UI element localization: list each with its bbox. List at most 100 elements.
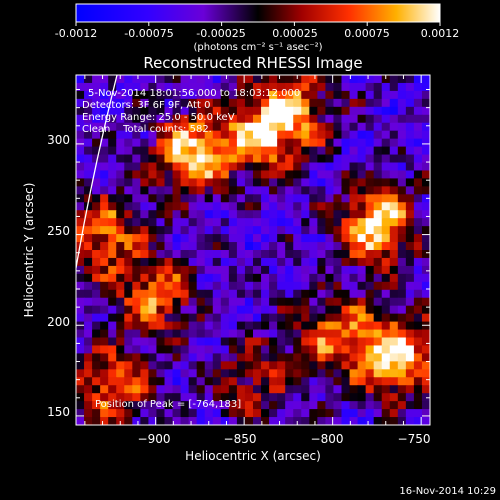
heatmap-cell bbox=[108, 417, 117, 425]
heatmap-cell bbox=[285, 170, 294, 179]
heatmap-cell bbox=[180, 250, 190, 259]
heatmap-cell bbox=[397, 202, 407, 211]
heatmap-cell bbox=[188, 377, 198, 386]
heatmap-cell bbox=[317, 234, 327, 243]
heatmap-cell bbox=[349, 90, 359, 100]
heatmap-cell bbox=[100, 377, 109, 386]
heatmap-cell bbox=[132, 178, 141, 187]
heatmap-cell bbox=[204, 202, 214, 211]
heatmap-cell bbox=[92, 305, 101, 315]
heatmap-cell bbox=[301, 305, 310, 315]
heatmap-cell bbox=[100, 361, 109, 370]
heatmap-cell bbox=[293, 75, 302, 84]
heatmap-cell bbox=[188, 401, 198, 410]
heatmap-cell bbox=[421, 321, 430, 331]
heatmap-cell bbox=[373, 146, 383, 156]
heatmap-cell bbox=[164, 345, 174, 354]
heatmap-cell bbox=[365, 305, 375, 315]
heatmap-cell bbox=[84, 385, 93, 394]
heatmap-cell bbox=[397, 353, 407, 362]
heatmap-cell bbox=[188, 289, 198, 299]
heatmap-cell bbox=[405, 345, 415, 354]
heatmap-cell bbox=[405, 162, 415, 172]
heatmap-cell bbox=[76, 329, 85, 339]
heatmap-cell bbox=[253, 265, 262, 275]
heatmap-cell bbox=[84, 178, 93, 187]
heatmap-cell bbox=[156, 313, 166, 323]
heatmap-cell bbox=[261, 250, 270, 259]
heatmap-cell bbox=[156, 273, 166, 283]
heatmap-cell bbox=[188, 329, 198, 339]
heatmap-cell bbox=[381, 242, 391, 251]
heatmap-cell bbox=[253, 202, 262, 211]
heatmap-cell bbox=[76, 250, 85, 259]
heatmap-cell bbox=[357, 281, 367, 291]
heatmap-cell bbox=[389, 361, 399, 370]
heatmap-cell bbox=[253, 417, 262, 425]
heatmap-cell bbox=[285, 202, 294, 211]
heatmap-cell bbox=[413, 226, 423, 235]
heatmap-cell bbox=[397, 75, 407, 84]
heatmap-cell bbox=[365, 250, 375, 259]
heatmap-cell bbox=[100, 90, 109, 100]
heatmap-cell bbox=[301, 257, 310, 267]
heatmap-cell bbox=[309, 305, 318, 315]
heatmap-cell bbox=[349, 417, 359, 425]
heatmap-cell bbox=[156, 345, 166, 354]
colorbar-tick-label: -0.00025 bbox=[196, 27, 245, 40]
heatmap-cell bbox=[373, 297, 383, 307]
heatmap-cell bbox=[373, 122, 383, 132]
heatmap-cell bbox=[236, 297, 246, 307]
heatmap-cell bbox=[164, 417, 174, 425]
heatmap-cell bbox=[116, 273, 125, 283]
heatmap-cell bbox=[253, 75, 262, 84]
heatmap-cell bbox=[172, 345, 182, 354]
heatmap-cell bbox=[397, 281, 407, 291]
heatmap-cell bbox=[333, 90, 343, 100]
heatmap-cell bbox=[325, 98, 335, 108]
heatmap-cell bbox=[204, 361, 214, 370]
heatmap-cell bbox=[180, 289, 190, 299]
heatmap-cell bbox=[317, 257, 327, 267]
heatmap-cell bbox=[261, 361, 270, 370]
x-axis-label: Heliocentric X (arcsec) bbox=[185, 449, 321, 463]
heatmap-cell bbox=[261, 401, 270, 410]
heatmap-cell bbox=[164, 242, 174, 251]
heatmap-cell bbox=[76, 321, 85, 331]
heatmap-cell bbox=[405, 82, 415, 92]
heatmap-cell bbox=[405, 281, 415, 291]
heatmap-cell bbox=[253, 250, 262, 259]
heatmap-cell bbox=[84, 377, 93, 386]
heatmap-cell bbox=[405, 297, 415, 307]
heatmap-cell bbox=[285, 178, 294, 187]
heatmap-cell bbox=[140, 226, 150, 235]
heatmap-cell bbox=[349, 313, 359, 323]
heatmap-cell bbox=[172, 393, 182, 402]
heatmap-cell bbox=[236, 170, 246, 179]
heatmap-cell bbox=[116, 138, 125, 148]
heatmap-cell bbox=[381, 401, 391, 410]
heatmap-cell bbox=[180, 194, 190, 203]
heatmap-cell bbox=[172, 226, 182, 235]
heatmap-cell bbox=[196, 321, 206, 331]
heatmap-cell bbox=[212, 146, 222, 156]
heatmap-cell bbox=[373, 154, 383, 164]
heatmap-cell bbox=[188, 114, 198, 124]
heatmap-cell bbox=[269, 297, 278, 307]
heatmap-cell bbox=[220, 210, 230, 219]
heatmap-cell bbox=[333, 98, 343, 108]
heatmap-cell bbox=[76, 178, 85, 187]
heatmap-cell bbox=[365, 321, 375, 331]
heatmap-cell bbox=[108, 75, 117, 84]
heatmap-cell bbox=[100, 385, 109, 394]
heatmap-cell bbox=[84, 409, 93, 418]
heatmap-cell bbox=[421, 250, 430, 259]
heatmap-cell bbox=[140, 385, 150, 394]
heatmap-cell bbox=[76, 313, 85, 323]
heatmap-cell bbox=[220, 257, 230, 267]
heatmap-cell bbox=[140, 297, 150, 307]
heatmap-cell bbox=[301, 234, 310, 243]
heatmap-cell bbox=[76, 130, 85, 140]
heatmap-cell bbox=[301, 122, 310, 132]
heatmap-cell bbox=[100, 138, 109, 148]
